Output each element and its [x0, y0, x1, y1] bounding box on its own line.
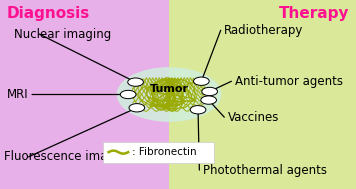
FancyBboxPatch shape	[103, 142, 214, 163]
Bar	[169, 0, 356, 189]
Text: Therapy: Therapy	[278, 6, 349, 21]
Circle shape	[202, 87, 218, 96]
Circle shape	[190, 106, 206, 114]
Text: Fluorescence imaging: Fluorescence imaging	[4, 150, 133, 163]
Text: Nuclear imaging: Nuclear imaging	[14, 28, 111, 40]
Circle shape	[194, 77, 209, 85]
Circle shape	[201, 96, 216, 104]
Text: Anti-tumor agents: Anti-tumor agents	[235, 75, 343, 88]
Text: MRI: MRI	[7, 88, 29, 101]
Ellipse shape	[117, 68, 221, 121]
Text: : Fibronectin: : Fibronectin	[132, 147, 197, 157]
Circle shape	[129, 104, 145, 112]
Text: Diagnosis: Diagnosis	[7, 6, 90, 21]
Circle shape	[120, 90, 136, 99]
Circle shape	[128, 78, 143, 86]
Text: Vaccines: Vaccines	[228, 111, 279, 124]
Text: Radiotherapy: Radiotherapy	[224, 24, 304, 37]
Text: Photothermal agents: Photothermal agents	[203, 164, 327, 177]
Text: Tumor: Tumor	[150, 84, 189, 94]
